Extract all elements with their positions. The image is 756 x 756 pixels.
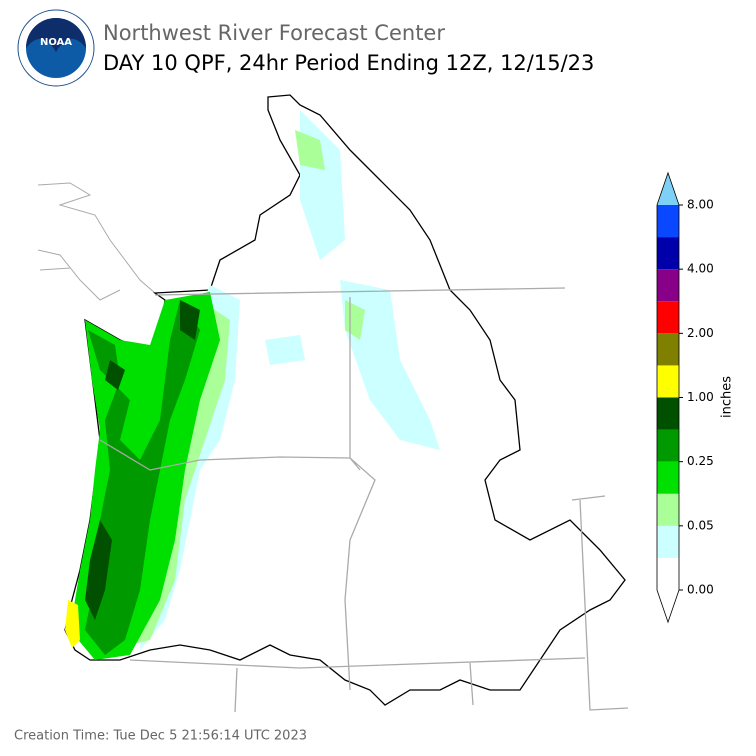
colorbar-segment [657,365,679,398]
state-lines [99,287,629,713]
colorbar-tick-label: 0.05 [687,518,714,532]
colorbar-tick-label: 8.00 [687,198,714,212]
colorbar-segment [657,557,679,590]
colorbar-segment [657,301,679,334]
colorbar-segment [657,461,679,494]
colorbar-segment [657,237,679,270]
colorbar-label: inches [720,376,735,418]
coastline [37,182,156,301]
colorbar-segment [657,397,679,430]
colorbar-segment [657,525,679,558]
colorbar-segment [657,333,679,366]
title: Northwest River Forecast Center [103,21,445,45]
colorbar-segment [657,205,679,238]
colorbar-segment [657,429,679,462]
colorbar-tick-label: 2.00 [687,326,714,340]
precip-yellow [65,600,80,648]
map [37,94,629,713]
colorbar: 0.00 0.05 0.25 1.00 2.00 4.00 8.00 [656,171,714,624]
colorbar-tick-label: 1.00 [687,390,714,404]
colorbar-segment [657,493,679,526]
creation-time: Creation Time: Tue Dec 5 21:56:14 UTC 20… [14,729,307,744]
logo-text: NOAA [40,37,72,48]
colorbar-tick-label: 0.00 [687,583,714,597]
subtitle: DAY 10 QPF, 24hr Period Ending 12Z, 12/1… [103,51,594,75]
colorbar-extend-high [657,172,679,205]
colorbar-tick-label: 4.00 [687,262,714,276]
colorbar-tick-label: 0.25 [687,454,714,468]
colorbar-extend-low [657,590,679,623]
precip-dark-green [85,300,200,620]
precip-mid-green [85,300,200,655]
noaa-logo: NOAA [17,9,95,87]
colorbar-segment [657,269,679,302]
